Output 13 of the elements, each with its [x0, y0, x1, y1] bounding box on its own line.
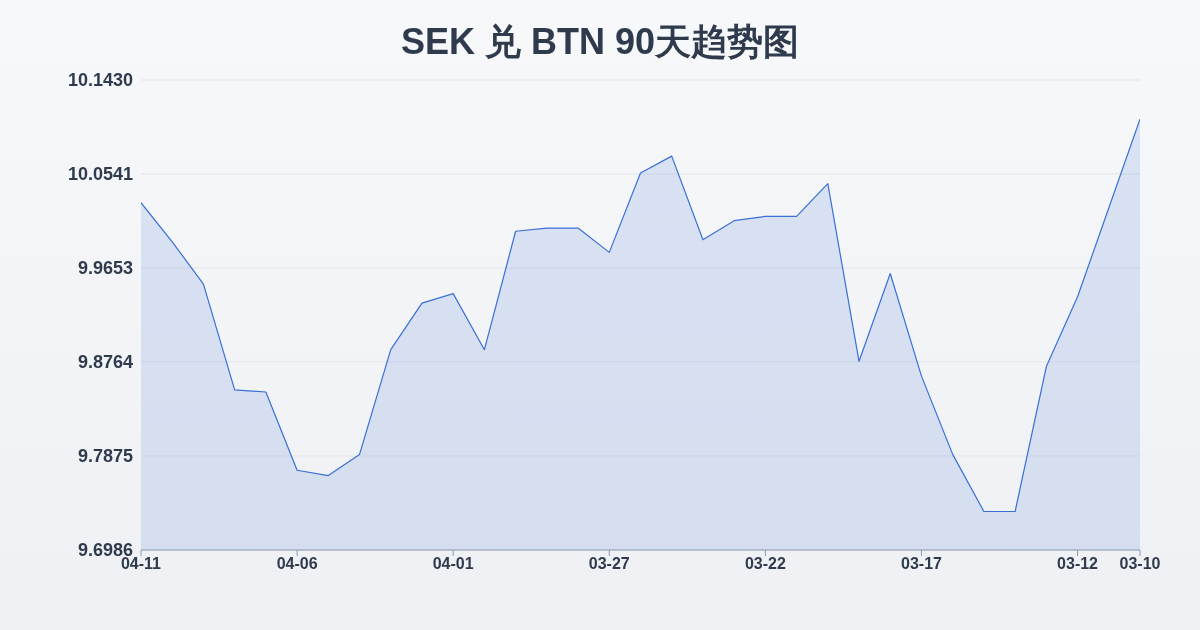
- chart-title: SEK 兑 BTN 90天趋势图: [399, 20, 801, 64]
- y-tick-label: 10.0541: [67, 164, 133, 185]
- x-tick-label: 03-12: [1057, 555, 1099, 573]
- y-tick-label: 10.1430: [67, 70, 133, 91]
- y-tick-label: 9.8764: [77, 352, 133, 373]
- x-tick-label: 03-27: [588, 555, 630, 573]
- y-tick-label: 9.7875: [77, 446, 133, 467]
- x-tick-label: 03-22: [744, 555, 786, 573]
- x-tick-label: 03-10: [1119, 555, 1161, 573]
- x-tick-label: 04-06: [276, 555, 318, 573]
- x-tick-label: 04-01: [432, 555, 474, 573]
- y-tick-label: 9.9653: [77, 258, 133, 279]
- x-tick-label: 03-17: [901, 555, 943, 573]
